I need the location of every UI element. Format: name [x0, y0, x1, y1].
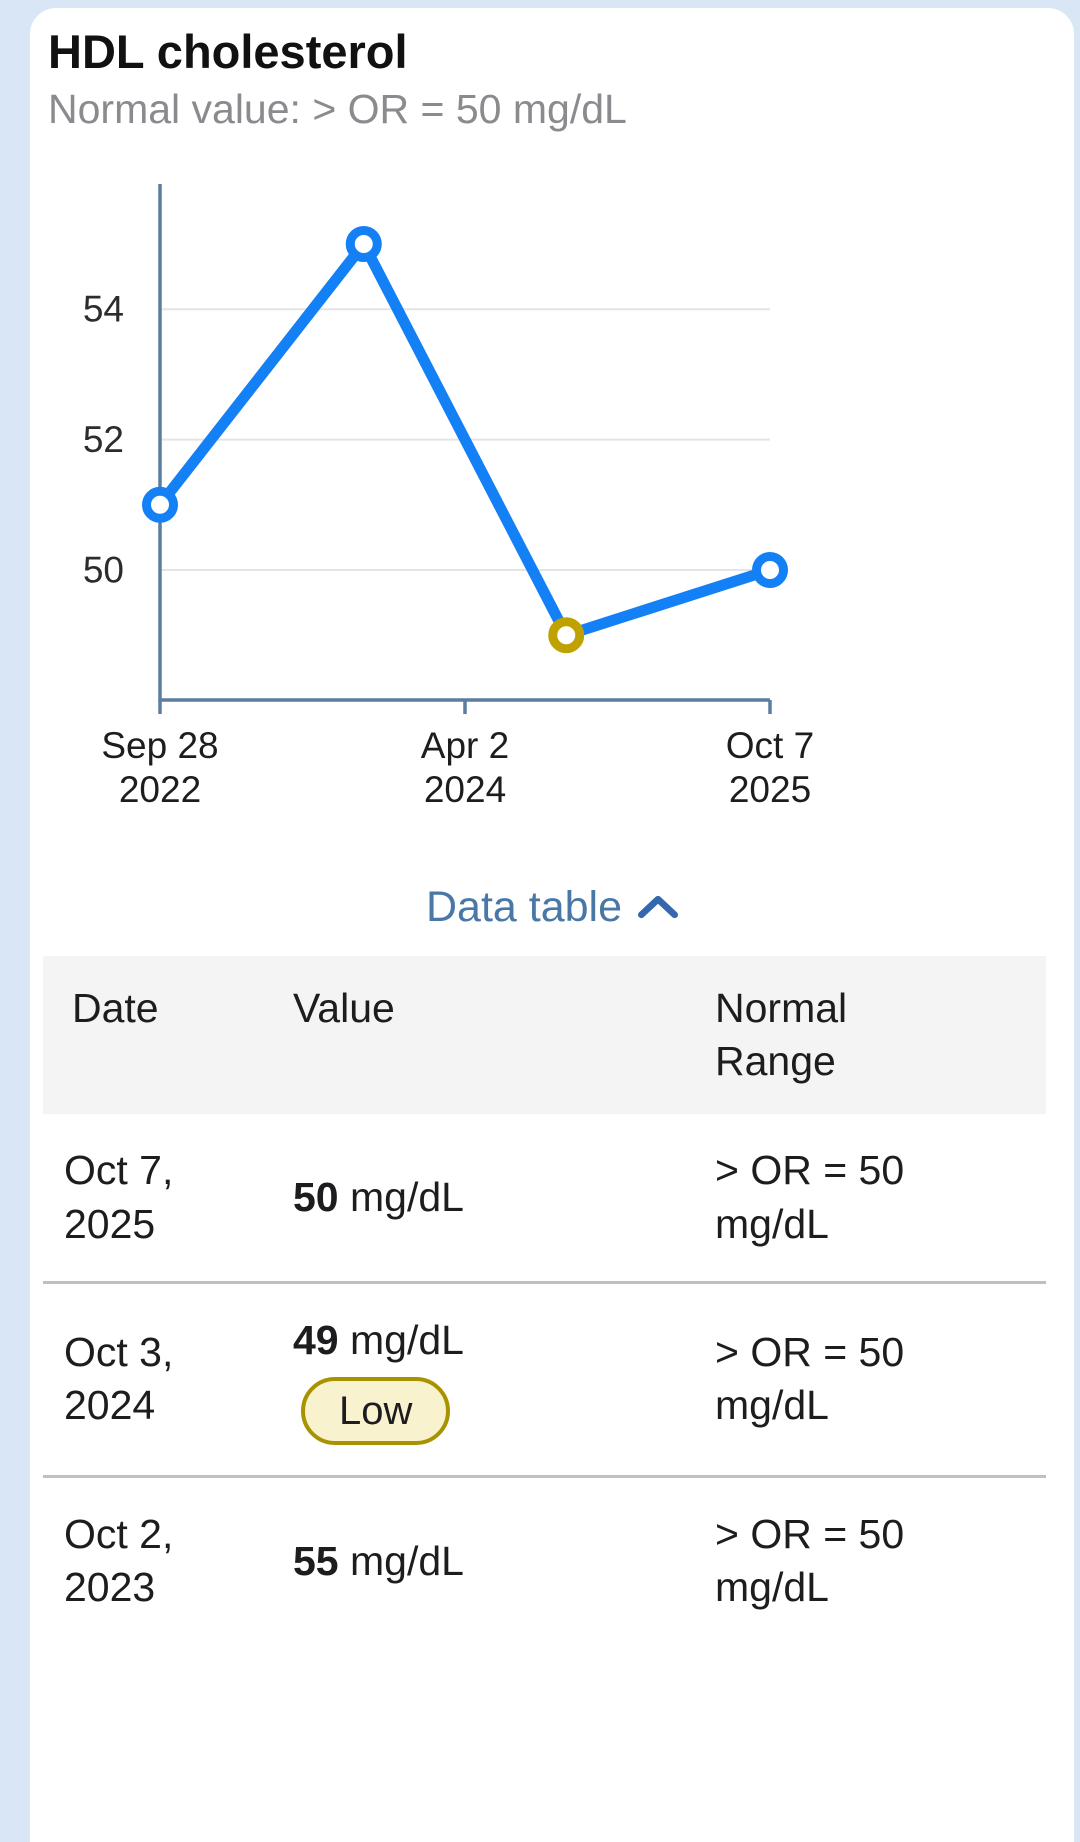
row-date-cell: Oct 2, 2023 — [43, 1508, 293, 1615]
row-value-cell: 49 mg/dL Low — [293, 1314, 715, 1446]
row-date-line2: 2023 — [64, 1564, 156, 1611]
data-point[interactable] — [142, 486, 178, 523]
content-card: HDL cholesterol Normal value: > OR = 50 … — [30, 8, 1074, 1842]
data-table-toggle[interactable]: Data table — [416, 877, 688, 938]
row-value-text: 49 mg/dL — [293, 1314, 464, 1367]
chart-header: HDL cholesterol Normal value: > OR = 50 … — [30, 8, 1074, 136]
row-date-line2: 2024 — [64, 1382, 156, 1429]
row-range-cell: > OR = 50 mg/dL — [715, 1508, 1046, 1615]
row-date-line2: 2025 — [64, 1200, 156, 1247]
data-table-header: Date Value Normal Range — [43, 955, 1046, 1115]
data-table: Date Value Normal Range Oct 7, 2025 50 m… — [43, 955, 1046, 1842]
row-date-cell: Oct 3, 2024 — [43, 1326, 293, 1433]
row-range-cell: > OR = 50 mg/dL — [715, 1144, 1046, 1251]
table-row[interactable]: Oct 7, 2025 50 mg/dL > OR = 50 mg/dL — [43, 1114, 1046, 1281]
row-value-number: 55 — [293, 1537, 339, 1584]
row-range-line2: mg/dL — [715, 1200, 829, 1247]
table-row[interactable]: Oct 3, 2024 49 mg/dL Low > OR = 50 mg/dL — [43, 1284, 1046, 1475]
normal-value-subtitle: Normal value: > OR = 50 mg/dL — [48, 86, 627, 133]
row-date-line1: Oct 2, — [64, 1511, 174, 1558]
data-table-toggle-label: Data table — [425, 882, 623, 931]
row-divider — [43, 1475, 1046, 1479]
svg-text:Oct 7: Oct 7 — [726, 725, 814, 766]
column-header-date: Date — [72, 984, 159, 1031]
row-range-line2: mg/dL — [715, 1564, 829, 1611]
data-table-body: Oct 7, 2025 50 mg/dL > OR = 50 mg/dL Oct… — [43, 1114, 1046, 1644]
row-range-line1: > OR = 50 — [715, 1147, 905, 1194]
svg-text:50: 50 — [83, 549, 124, 590]
chevron-up-icon — [638, 896, 679, 919]
chart-container: Sep 28 2022 Apr 2 2024 Oct 7 2025 50 52 54 — [30, 180, 1074, 825]
row-value-unit: mg/dL — [350, 1173, 464, 1220]
row-date-cell: Oct 7, 2025 — [43, 1144, 293, 1251]
data-point[interactable] — [548, 616, 585, 653]
row-value-cell: 55 mg/dL — [293, 1535, 715, 1588]
row-range-cell: > OR = 50 mg/dL — [715, 1326, 1046, 1433]
row-date-line1: Oct 7, — [64, 1147, 174, 1194]
svg-text:Sep 28: Sep 28 — [101, 725, 218, 766]
svg-text:52: 52 — [83, 419, 124, 460]
row-range-line1: > OR = 50 — [715, 1511, 905, 1558]
svg-text:2022: 2022 — [119, 769, 201, 810]
svg-text:2024: 2024 — [424, 769, 506, 810]
table-row[interactable]: Oct 2, 2023 55 mg/dL > OR = 50 mg/dL — [43, 1478, 1046, 1645]
row-value-unit: mg/dL — [350, 1537, 464, 1584]
table-bottom-spacer — [43, 1645, 1046, 1842]
row-range-line1: > OR = 50 — [715, 1329, 905, 1376]
row-value-text: 55 mg/dL — [293, 1535, 464, 1588]
svg-text:2025: 2025 — [729, 769, 811, 810]
row-value-unit: mg/dL — [350, 1316, 464, 1363]
data-point[interactable] — [752, 551, 788, 588]
row-range-line2: mg/dL — [715, 1382, 829, 1429]
row-divider — [43, 1280, 1046, 1284]
data-point[interactable] — [345, 225, 382, 262]
low-badge: Low — [301, 1377, 451, 1446]
column-header-normal-range: Normal Range — [715, 984, 848, 1084]
row-value-text: 50 mg/dL — [293, 1171, 464, 1224]
row-value-number: 50 — [293, 1173, 339, 1220]
svg-text:54: 54 — [83, 288, 124, 329]
row-value-cell: 50 mg/dL — [293, 1171, 715, 1224]
column-header-value: Value — [293, 984, 395, 1031]
row-value-number: 49 — [293, 1316, 339, 1363]
svg-text:Apr 2: Apr 2 — [421, 725, 509, 766]
row-date-line1: Oct 3, — [64, 1329, 174, 1376]
page-title: HDL cholesterol — [48, 25, 408, 78]
